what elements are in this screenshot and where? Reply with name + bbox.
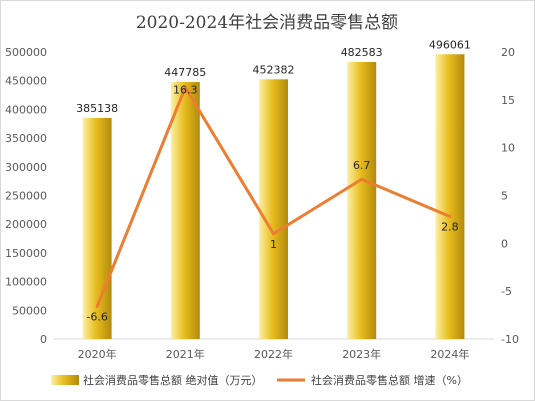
bar-value-label: 482583 xyxy=(341,46,383,59)
x-axis-labels: 2020年 2021年 2022年 2023年 2024年 xyxy=(78,347,470,361)
line-value-label: 16.3 xyxy=(173,83,198,96)
left-y-tick-label: 200000 xyxy=(5,218,47,231)
left-y-axis: 0 50000 100000 150000 200000 250000 300000 3500… xyxy=(5,46,47,346)
bar-data-labels: 385138 447785 452382 482583 496061 xyxy=(76,38,471,115)
line-value-label: 6.7 xyxy=(353,159,371,172)
bar xyxy=(170,81,200,340)
left-y-tick-label: 350000 xyxy=(5,132,47,145)
chart-title: 2020-2024年社会消费品零售总额 xyxy=(136,13,398,33)
bar xyxy=(435,54,465,339)
right-y-tick-label: 15 xyxy=(501,94,515,107)
left-y-tick-label: 150000 xyxy=(5,247,47,260)
bar xyxy=(82,117,112,339)
growth-line xyxy=(95,85,452,308)
left-y-tick-label: 100000 xyxy=(5,276,47,289)
x-tick-label: 2021年 xyxy=(166,347,205,361)
line-data-labels: -6.6 16.3 1 6.7 2.8 xyxy=(86,83,458,323)
right-y-tick-label: -10 xyxy=(501,333,519,346)
bar-series xyxy=(82,54,465,340)
left-y-tick-label: 450000 xyxy=(5,75,47,88)
line-value-label: 2.8 xyxy=(441,221,459,234)
right-y-tick-label: 10 xyxy=(501,142,515,155)
legend-swatch-bar xyxy=(51,375,79,385)
left-y-tick-label: 50000 xyxy=(12,304,47,317)
left-y-tick-label: 250000 xyxy=(5,190,47,203)
bar-value-label: 447785 xyxy=(164,66,206,79)
legend: 社会消费品零售总额 绝对值（万元） 社会消费品零售总额 增速（%） xyxy=(51,373,468,387)
legend-label-bar: 社会消费品零售总额 绝对值（万元） xyxy=(83,373,263,387)
x-tick-label: 2022年 xyxy=(254,347,293,361)
left-y-tick-label: 400000 xyxy=(5,103,47,116)
bar-value-label: 452382 xyxy=(253,63,295,76)
bar xyxy=(259,79,288,339)
x-tick-label: 2020年 xyxy=(78,347,117,361)
line-value-label: -6.6 xyxy=(86,310,107,323)
x-tick-label: 2023年 xyxy=(342,347,381,361)
right-y-tick-label: 0 xyxy=(501,237,508,250)
right-y-tick-label: -5 xyxy=(501,285,512,298)
right-y-tick-label: 20 xyxy=(501,46,515,59)
legend-label-line: 社会消费品零售总额 增速（%） xyxy=(311,373,468,387)
bar xyxy=(347,61,377,340)
left-y-tick-label: 500000 xyxy=(5,46,47,59)
line-value-label: 1 xyxy=(270,238,277,251)
bar-value-label: 385138 xyxy=(76,102,118,115)
right-y-tick-label: 5 xyxy=(501,190,508,203)
bar-value-label: 496061 xyxy=(429,38,471,51)
left-y-tick-label: 0 xyxy=(40,333,47,346)
right-y-axis: -10 -5 0 5 10 15 20 xyxy=(501,46,519,346)
x-tick-label: 2024年 xyxy=(430,347,469,361)
left-y-tick-label: 300000 xyxy=(5,161,47,174)
